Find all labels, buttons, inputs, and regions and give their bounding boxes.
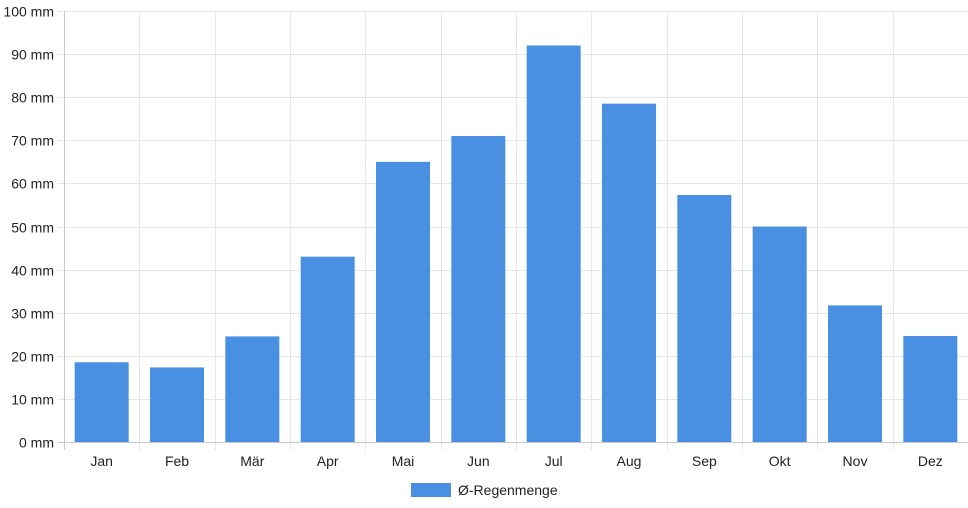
- bar-jan[interactable]: [74, 362, 129, 442]
- bar-feb[interactable]: [150, 367, 204, 442]
- y-tick-label: 40 mm: [11, 263, 54, 279]
- y-tick-label: 70 mm: [11, 133, 54, 149]
- x-axis-tick-labels: Jan Feb Mär Apr Mai Jun Jul Aug Sep Okt Nov Dez: [90, 453, 942, 469]
- y-tick-label: 0 mm: [19, 435, 54, 451]
- x-tick-label: Mai: [392, 453, 415, 469]
- y-tick-label: 10 mm: [11, 392, 54, 408]
- y-axis-tick-labels: 0 mm 10 mm 20 mm 30 mm 40 mm 50 mm 60 mm 70 mm 8…: [3, 4, 54, 451]
- x-tick-label: Dez: [918, 453, 943, 469]
- bar-mär[interactable]: [225, 336, 280, 442]
- x-tick-label: Nov: [843, 453, 868, 469]
- bars: [74, 45, 958, 443]
- x-tick-label: Jan: [90, 453, 113, 469]
- x-tick-label: Sep: [692, 453, 717, 469]
- y-tick-label: 60 mm: [11, 176, 54, 192]
- x-tick-label: Jun: [467, 453, 490, 469]
- y-tick-label: 80 mm: [11, 90, 54, 106]
- y-tick-label: 50 mm: [11, 220, 54, 236]
- y-tick-label: 20 mm: [11, 349, 54, 365]
- legend-swatch[interactable]: [411, 483, 451, 497]
- bar-aug[interactable]: [602, 103, 656, 442]
- grid: [58, 11, 968, 450]
- bar-jun[interactable]: [451, 135, 506, 443]
- bar-jul[interactable]: [526, 45, 581, 442]
- bar-apr[interactable]: [300, 256, 355, 442]
- x-tick-label: Feb: [165, 453, 189, 469]
- y-tick-label: 90 mm: [11, 47, 54, 63]
- bar-mai[interactable]: [376, 161, 430, 442]
- x-tick-label: Okt: [769, 453, 791, 469]
- y-tick-label: 30 mm: [11, 306, 54, 322]
- x-tick-label: Aug: [617, 453, 642, 469]
- bar-dez[interactable]: [903, 335, 958, 442]
- y-tick-label: 100 mm: [3, 4, 54, 20]
- x-tick-label: Apr: [317, 453, 339, 469]
- legend[interactable]: Ø-Regenmenge: [411, 482, 558, 498]
- bar-nov[interactable]: [828, 305, 882, 442]
- x-tick-label: Jul: [545, 453, 563, 469]
- legend-label[interactable]: Ø-Regenmenge: [458, 482, 558, 498]
- x-tick-label: Mär: [240, 453, 264, 469]
- bar-sep[interactable]: [677, 195, 732, 442]
- bar-okt[interactable]: [752, 226, 807, 443]
